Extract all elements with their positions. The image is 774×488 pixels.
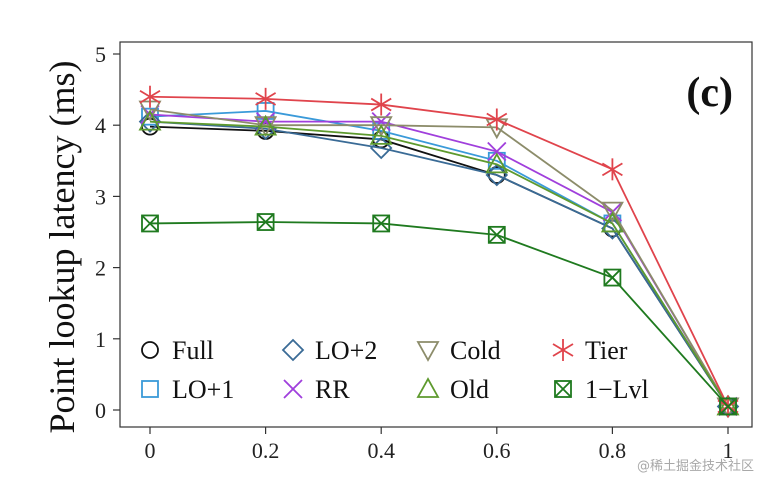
series-line [149, 125, 729, 407]
legend-marker [416, 377, 440, 398]
legend-label: Cold [450, 336, 501, 365]
data-point [603, 268, 622, 287]
legend-marker [554, 380, 572, 398]
data-point [370, 93, 392, 116]
legend-item: Tier [552, 336, 628, 365]
x-tick-label: 0.8 [599, 438, 627, 463]
legend: Full LO+1 LO+2 RR Cold Old Tier 1−Lvl [141, 336, 649, 404]
data-point [369, 124, 393, 145]
x-tick-label: 0 [145, 438, 156, 463]
data-point [255, 87, 277, 110]
data-point [369, 116, 393, 138]
data-point [138, 109, 162, 131]
data-point [601, 158, 623, 181]
legend-marker [281, 338, 305, 362]
legend-item: LO+2 [281, 336, 377, 365]
y-axis-title: Point lookup latency (ms) [42, 61, 82, 434]
data-point [486, 108, 508, 131]
legend-label: LO+1 [172, 375, 234, 404]
series-line [149, 221, 729, 408]
y-tick-label: 3 [95, 184, 106, 209]
watermark-text: @稀土掘金技术社区 [636, 459, 754, 474]
data-point [372, 214, 391, 233]
y-tick-label: 2 [95, 256, 106, 281]
x-tick-label: 0.2 [252, 438, 280, 463]
x-tick-label: 0.6 [483, 438, 511, 463]
data-point [485, 152, 509, 174]
legend-label: Tier [585, 336, 628, 365]
legend-item: LO+1 [141, 375, 234, 404]
series-line [149, 95, 729, 407]
data-point [256, 213, 275, 231]
series-line [149, 120, 729, 407]
series-line [149, 108, 729, 407]
legend-marker [283, 379, 303, 399]
data-point [487, 166, 506, 184]
legend-item: Full [141, 336, 214, 365]
data-point [141, 214, 159, 233]
data-point [600, 201, 624, 223]
legend-marker [141, 380, 159, 398]
legend-label: 1−Lvl [585, 375, 649, 404]
legend-item: 1−Lvl [554, 375, 649, 404]
y-tick-label: 1 [95, 327, 106, 352]
y-tick-label: 5 [95, 42, 106, 67]
legend-label: Old [450, 375, 489, 404]
series-line [149, 120, 729, 407]
legend-item: RR [283, 375, 350, 404]
data-point [141, 107, 159, 126]
data-point [719, 397, 737, 416]
legend-marker [416, 341, 440, 362]
panel-label: (c) [686, 70, 733, 116]
legend-label: RR [315, 375, 350, 404]
y-tick-label: 0 [95, 398, 106, 423]
plot-frame [119, 41, 753, 428]
data-point [487, 225, 506, 244]
legend-label: Full [172, 336, 214, 365]
data-point [254, 114, 278, 136]
data-point [371, 112, 391, 132]
legend-label: LO+2 [315, 336, 377, 365]
data-point [138, 110, 162, 133]
x-tick-label: 1 [723, 438, 734, 463]
data-point [139, 85, 161, 108]
plot-area: 0 0.2 0.4 0.6 0.8 1 0 1 2 3 4 5 [95, 41, 753, 463]
legend-marker [552, 339, 574, 361]
data-point [600, 211, 624, 233]
legend-item: Cold [416, 336, 501, 365]
legend-marker [141, 341, 159, 359]
data-point [487, 141, 507, 162]
y-tick-label: 4 [95, 113, 106, 138]
legend-item: Old [416, 375, 489, 404]
x-tick-label: 0.4 [367, 438, 395, 463]
